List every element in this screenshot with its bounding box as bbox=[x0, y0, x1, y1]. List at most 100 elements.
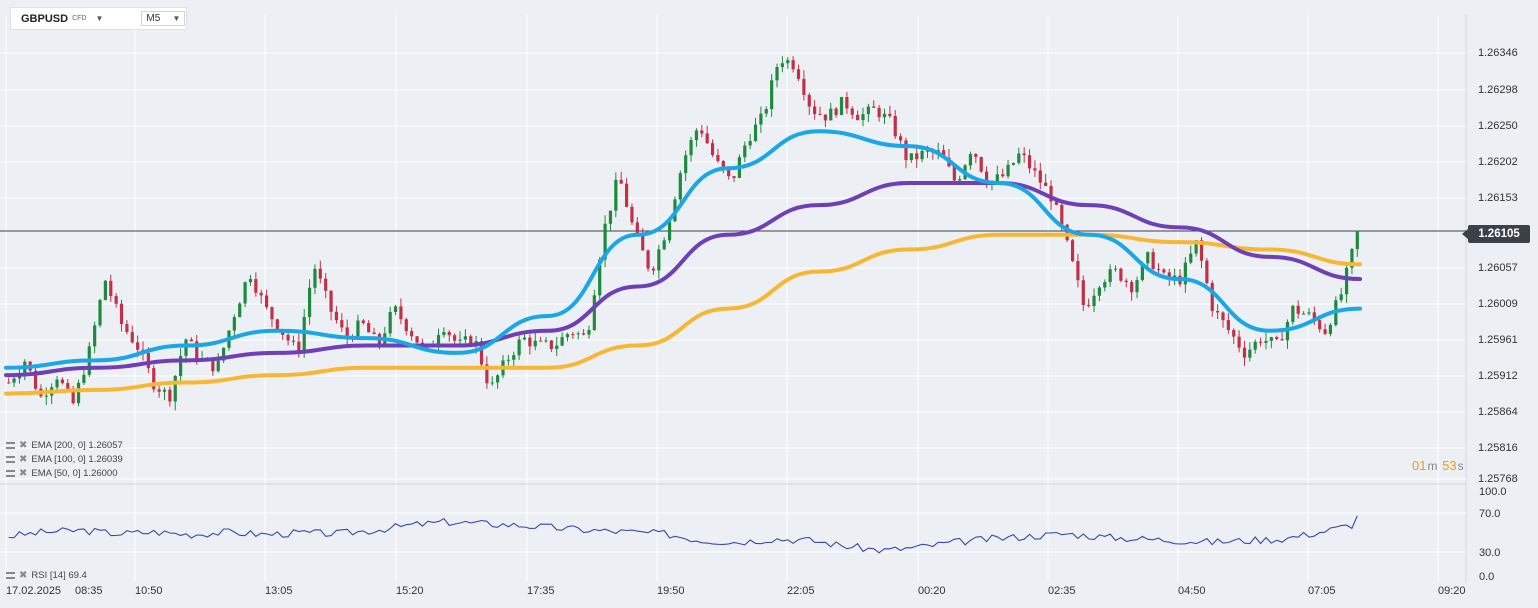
candle-body bbox=[598, 259, 602, 296]
settings-icon[interactable] bbox=[6, 572, 15, 579]
candle-body bbox=[506, 359, 510, 361]
price-tick: 1.26153 bbox=[1478, 192, 1518, 204]
settings-icon[interactable] bbox=[6, 442, 15, 449]
candle-body bbox=[657, 249, 661, 271]
price-tick: 1.26202 bbox=[1478, 156, 1518, 168]
candle-body bbox=[1156, 268, 1161, 270]
candle-body bbox=[716, 155, 720, 162]
candle-body bbox=[925, 150, 930, 152]
candle-body bbox=[646, 250, 650, 269]
close-icon[interactable]: ✖ bbox=[19, 440, 28, 451]
price-tick: 1.26298 bbox=[1478, 84, 1518, 96]
candle-body bbox=[1060, 204, 1064, 225]
candle-body bbox=[576, 333, 580, 335]
candle-body bbox=[275, 319, 279, 331]
candle-body bbox=[1248, 349, 1252, 358]
candle-body bbox=[114, 296, 118, 304]
candle-body bbox=[302, 316, 306, 352]
candle-body bbox=[522, 337, 527, 340]
candle-body bbox=[324, 278, 328, 291]
candle-body bbox=[920, 150, 924, 160]
symbol-label[interactable]: GBPUSD bbox=[21, 12, 69, 25]
candle-body bbox=[297, 341, 301, 352]
candle-body bbox=[1183, 262, 1187, 285]
price-tick: 1.26250 bbox=[1478, 120, 1518, 132]
price-tick: 1.26009 bbox=[1478, 298, 1518, 310]
candle-body bbox=[700, 130, 704, 134]
candle-body bbox=[1076, 261, 1080, 281]
candle-body bbox=[1151, 252, 1155, 269]
candle-body bbox=[410, 331, 414, 337]
candle-body bbox=[179, 355, 183, 376]
candle-body bbox=[1307, 312, 1311, 314]
candle-body bbox=[888, 113, 892, 116]
candle-body bbox=[651, 268, 656, 271]
candle-body bbox=[1344, 267, 1349, 295]
candle-body bbox=[71, 388, 75, 404]
candle-body bbox=[184, 339, 188, 356]
price-tick: 1.25961 bbox=[1478, 334, 1518, 346]
candle-body bbox=[678, 173, 682, 200]
candle-body bbox=[608, 210, 613, 224]
candle-body bbox=[1323, 329, 1327, 334]
candle-body bbox=[732, 176, 736, 178]
close-icon[interactable]: ✖ bbox=[19, 454, 28, 465]
time-tick: 15:20 bbox=[396, 585, 424, 597]
candle-body bbox=[1280, 339, 1284, 341]
close-icon[interactable]: ✖ bbox=[19, 570, 28, 581]
price-tick: 1.26057 bbox=[1478, 262, 1518, 274]
legend-label: RSI [14] 69.4 bbox=[31, 570, 87, 581]
candle-body bbox=[485, 364, 489, 384]
candle-body bbox=[1275, 337, 1279, 340]
legend-ema100[interactable]: ✖ EMA [100, 0] 1.26039 bbox=[6, 454, 123, 465]
candle-body bbox=[33, 370, 38, 389]
timeframe-select[interactable]: M5 ▼ bbox=[141, 11, 186, 26]
candle-body bbox=[984, 171, 989, 186]
legend-ema200[interactable]: ✖ EMA [200, 0] 1.26057 bbox=[6, 440, 123, 451]
legend-rsi[interactable]: ✖ RSI [14] 69.4 bbox=[6, 570, 87, 581]
settings-icon[interactable] bbox=[6, 456, 15, 463]
candle-body bbox=[1097, 287, 1102, 296]
candle-body bbox=[786, 60, 790, 64]
candle-body bbox=[721, 161, 725, 170]
candle-body bbox=[705, 133, 709, 144]
candle-body bbox=[152, 368, 156, 390]
candle-body bbox=[1221, 312, 1225, 321]
candle-body bbox=[710, 143, 715, 156]
close-icon[interactable]: ✖ bbox=[19, 468, 28, 479]
candle-body bbox=[1130, 282, 1134, 293]
time-tick: 09:20 bbox=[1438, 585, 1466, 597]
legend-ema50[interactable]: ✖ EMA [50, 0] 1.26000 bbox=[6, 468, 117, 479]
candle-body bbox=[44, 395, 48, 397]
candle-body bbox=[904, 140, 908, 161]
candle-body bbox=[592, 295, 596, 330]
candle-body bbox=[770, 80, 774, 110]
candle-body bbox=[367, 322, 371, 333]
candle-body bbox=[909, 153, 913, 161]
candle-body bbox=[968, 154, 973, 166]
candle-body bbox=[393, 306, 398, 313]
candle-body bbox=[839, 97, 844, 115]
legend-label: EMA [50, 0] 1.26000 bbox=[31, 468, 118, 479]
candle-body bbox=[404, 319, 408, 332]
candle-body bbox=[1049, 185, 1053, 202]
candle-body bbox=[1339, 294, 1343, 301]
time-tick: 19:50 bbox=[657, 585, 685, 597]
settings-icon[interactable] bbox=[6, 470, 15, 477]
candle-body bbox=[1001, 174, 1005, 177]
legend-label: EMA [100, 0] 1.26039 bbox=[31, 454, 123, 465]
candle-body bbox=[1253, 341, 1257, 350]
candle-body bbox=[667, 221, 672, 241]
candle-body bbox=[173, 375, 177, 402]
price-tick: 1.25768 bbox=[1478, 473, 1518, 485]
rsi-line bbox=[8, 515, 1358, 554]
candle-body bbox=[958, 179, 962, 181]
candle-body bbox=[587, 329, 591, 335]
symbol-dropdown-icon[interactable]: ▼ bbox=[95, 14, 104, 23]
candle-body bbox=[764, 109, 768, 114]
candle-body bbox=[1087, 304, 1091, 307]
candle-body bbox=[146, 352, 150, 369]
candle-body bbox=[1355, 231, 1359, 249]
candle-body bbox=[1124, 280, 1128, 283]
